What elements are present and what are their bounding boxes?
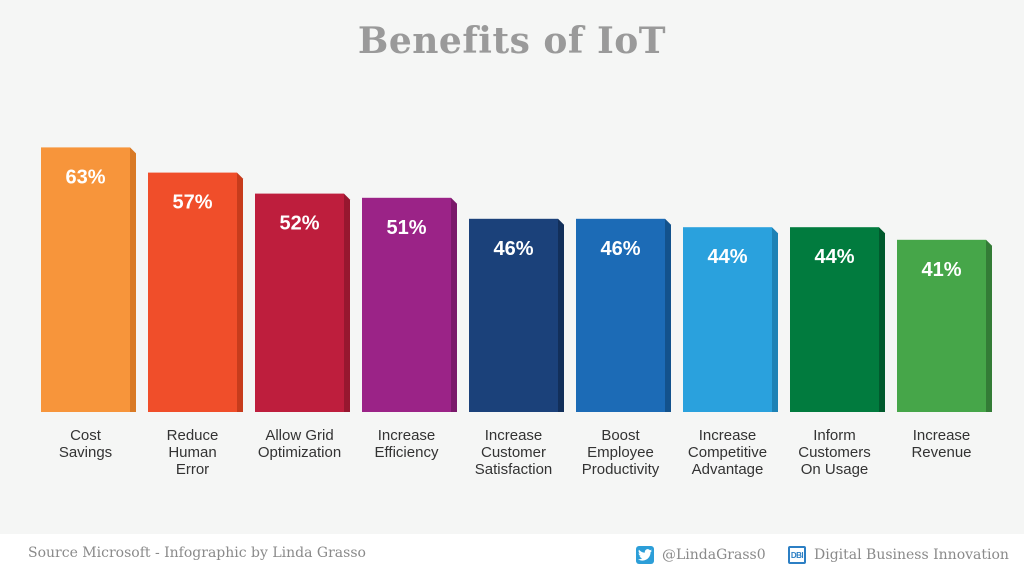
category-label: Increase Competitive Advantage [688, 427, 767, 478]
bar-group: 41% Increase Revenue [897, 239, 992, 461]
category-label-line: Competitive [688, 444, 767, 461]
category-label-line: Efficiency [375, 444, 439, 461]
category-label-line: Error [176, 461, 209, 478]
bar-side [451, 197, 457, 412]
bar-side [237, 172, 243, 412]
bar [576, 218, 665, 412]
data-label: 44% [707, 246, 747, 268]
bar [255, 193, 344, 412]
data-label: 46% [600, 238, 640, 260]
category-label-line: Increase [485, 427, 543, 444]
category-label-line: Revenue [911, 444, 971, 461]
dbi-logo-icon: DBI [788, 546, 806, 564]
bar-group: 63% Cost Savings [41, 147, 136, 461]
category-label-line: Customers [798, 444, 871, 461]
bar-chart: 63% Cost Savings 57% Reduce Human Error 52% Allo… [41, 147, 992, 478]
bar-group: 46% Increase Customer Satisfaction [469, 218, 564, 478]
bar-side [558, 218, 564, 412]
category-label-line: Optimization [258, 444, 341, 461]
category-label-line: Human [168, 444, 216, 461]
category-label: Allow Grid Optimization [258, 427, 341, 461]
bar-group: 44% Increase Competitive Advantage [683, 227, 778, 478]
bar-group: 57% Reduce Human Error [148, 172, 243, 478]
category-label-line: Increase [378, 427, 436, 444]
chart-title: Benefits of IoT [357, 20, 667, 62]
category-label-line: Increase [699, 427, 757, 444]
category-label: Increase Revenue [911, 427, 971, 461]
category-label-line: Satisfaction [475, 461, 553, 478]
bar [41, 147, 130, 412]
twitter-handle: @LindaGrass0 [662, 547, 766, 563]
bar-group: 51% Increase Efficiency [362, 197, 457, 461]
twitter-icon [636, 546, 654, 564]
brand-name: Digital Business Innovation [814, 547, 1009, 563]
bar-group: 44% Inform Customers On Usage [790, 227, 885, 478]
source-credit: Source Microsoft - Infographic by Linda … [28, 545, 366, 561]
bar [469, 218, 558, 412]
category-label: Inform Customers On Usage [798, 427, 871, 478]
category-label-line: Boost [601, 427, 640, 444]
data-label: 51% [386, 217, 426, 239]
bar [148, 172, 237, 412]
bar [897, 239, 986, 412]
category-label-line: Advantage [692, 461, 764, 478]
category-label-line: Allow Grid [265, 427, 333, 444]
category-label: Increase Efficiency [375, 427, 439, 461]
footer: Source Microsoft - Infographic by Linda … [0, 534, 1024, 576]
category-label: Cost Savings [59, 427, 112, 461]
category-label-line: Employee [587, 444, 654, 461]
category-label: Reduce Human Error [167, 427, 219, 478]
category-label-line: Customer [481, 444, 546, 461]
bar-side [130, 147, 136, 412]
bar-group: 52% Allow Grid Optimization [255, 193, 350, 461]
category-label-line: Savings [59, 444, 112, 461]
category-label-line: Increase [913, 427, 971, 444]
category-label-line: Productivity [582, 461, 660, 478]
data-label: 46% [493, 238, 533, 260]
bar [790, 227, 879, 412]
bar [362, 197, 451, 412]
category-label-line: On Usage [801, 461, 869, 478]
bar-side [772, 227, 778, 412]
bar-side [986, 239, 992, 412]
bar-side [879, 227, 885, 412]
bar-side [344, 193, 350, 412]
brand-link[interactable]: DBI Digital Business Innovation [788, 546, 1009, 564]
category-label-line: Reduce [167, 427, 219, 444]
category-label-line: Cost [70, 427, 102, 444]
category-label: Increase Customer Satisfaction [475, 427, 553, 478]
bar-group: 46% Boost Employee Productivity [576, 218, 671, 478]
bar [683, 227, 772, 412]
data-label: 57% [172, 192, 212, 214]
twitter-link[interactable]: @LindaGrass0 [636, 546, 766, 564]
category-label: Boost Employee Productivity [582, 427, 660, 478]
data-label: 44% [814, 246, 854, 268]
bar-side [665, 218, 671, 412]
data-label: 41% [921, 259, 961, 281]
category-label-line: Inform [813, 427, 856, 444]
data-label: 52% [279, 213, 319, 235]
data-label: 63% [65, 166, 105, 188]
